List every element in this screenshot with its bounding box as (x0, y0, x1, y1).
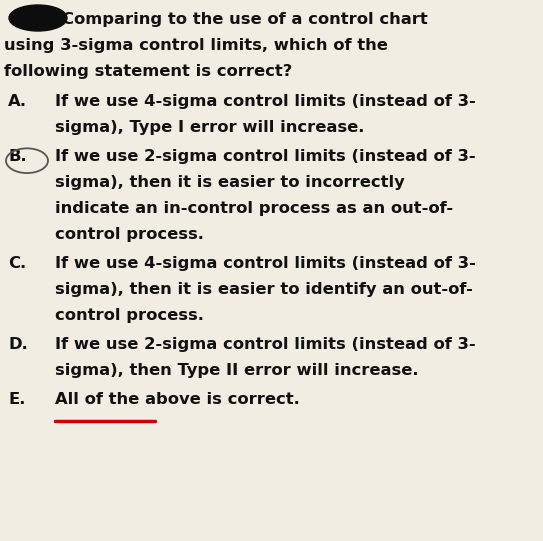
Text: control process.: control process. (55, 227, 204, 242)
Text: using 3-sigma control limits, which of the: using 3-sigma control limits, which of t… (4, 38, 388, 53)
Ellipse shape (9, 5, 67, 31)
Text: If we use 2-sigma control limits (instead of 3-: If we use 2-sigma control limits (instea… (55, 337, 476, 352)
Text: sigma), Type I error will increase.: sigma), Type I error will increase. (55, 120, 364, 135)
Text: If we use 4-sigma control limits (instead of 3-: If we use 4-sigma control limits (instea… (55, 256, 476, 271)
Text: indicate an in-control process as an out-of-: indicate an in-control process as an out… (55, 201, 453, 216)
Text: C.: C. (8, 256, 26, 271)
Text: sigma), then it is easier to identify an out-of-: sigma), then it is easier to identify an… (55, 282, 473, 297)
Text: B.: B. (8, 149, 27, 164)
Text: following statement is correct?: following statement is correct? (4, 64, 292, 79)
Text: sigma), then Type II error will increase.: sigma), then Type II error will increase… (55, 363, 419, 378)
Text: sigma), then it is easier to incorrectly: sigma), then it is easier to incorrectly (55, 175, 405, 190)
Text: control process.: control process. (55, 308, 204, 323)
Text: Comparing to the use of a control chart: Comparing to the use of a control chart (62, 12, 428, 27)
Text: If we use 2-sigma control limits (instead of 3-: If we use 2-sigma control limits (instea… (55, 149, 476, 164)
Text: D.: D. (8, 337, 28, 352)
Text: A.: A. (8, 94, 27, 109)
Text: E.: E. (8, 392, 26, 407)
Text: If we use 4-sigma control limits (instead of 3-: If we use 4-sigma control limits (instea… (55, 94, 476, 109)
Text: All of the above is correct.: All of the above is correct. (55, 392, 300, 407)
